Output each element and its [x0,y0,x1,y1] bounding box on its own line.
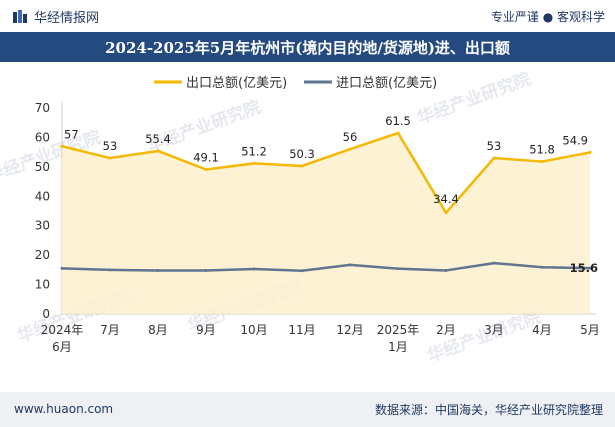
series-point-0 [60,144,64,148]
y-tick-label: 70 [35,101,50,115]
y-tick-label: 50 [35,160,50,174]
series-point-1 [300,269,304,273]
huajing-logo-icon [13,9,27,23]
series-point-0 [156,149,160,153]
data-label: 61.5 [385,114,411,128]
x-tick-label: 7月 [100,323,120,337]
y-tick-label: 30 [35,219,50,233]
x-tick-label: 9月 [196,323,216,337]
brand-name: 华经情报网 [34,11,100,26]
series-point-0 [396,131,400,135]
data-label: 49.1 [193,151,219,165]
data-label: 53 [103,139,118,153]
x-tick-label: 4月 [532,323,552,337]
data-label: 56 [343,130,358,144]
x-tick-label: 11月 [288,323,315,337]
data-label: 53 [487,139,502,153]
series-point-0 [540,160,544,164]
series-point-1 [204,268,208,272]
series-point-0 [444,211,448,215]
brand[interactable]: 华经情报网 [12,7,99,26]
x-tick-label: 8月 [148,323,168,337]
series-point-1 [540,265,544,269]
legend-label-1: 进口总额(亿美元) [336,76,437,91]
top-bar: 华经情报网 专业严谨 ● 客观科学 [0,0,615,32]
series-point-0 [492,156,496,160]
title-bar: 2024-2025年5月年杭州市(境内目的地/货源地)进、出口额 [0,32,615,62]
data-label: 55.4 [145,132,171,146]
series-point-1 [348,263,352,267]
x-tick-label: 3月 [484,323,504,337]
footer-source: 数据来源：中国海关，华经产业研究院整理 [374,403,603,417]
data-label: 57 [64,127,79,141]
data-labels: 57 53 55.4 49.1 51.2 50.3 56 61.5 34.4 53 51.8 54.9… [64,114,598,275]
series-point-1 [156,268,160,272]
x-tick-label: 10月 [240,323,267,337]
y-tick-label: 0 [42,307,50,321]
series-point-1 [252,267,256,271]
x-tick-label: 1月 [388,340,408,354]
chart-canvas: 华经产业研究院华经产业研究院华经产业研究院华经产业研究院华经产业研究院华经产业研… [0,68,600,366]
data-label: 15.6 [570,261,598,275]
series-point-0 [204,168,208,172]
series-point-0 [108,156,112,160]
series-point-1 [588,266,592,270]
data-label: 51.8 [529,143,555,157]
y-tick-label: 60 [35,130,50,144]
series-point-1 [108,268,112,272]
series-point-0 [348,147,352,151]
data-label: 51.2 [241,144,267,158]
series-point-0 [300,164,304,168]
y-tick-label: 10 [35,278,50,292]
data-label: 50.3 [289,147,315,161]
series-point-1 [396,267,400,271]
series-point-1 [492,261,496,265]
data-label: 34.4 [433,192,459,206]
legend-label-0: 出口总额(亿美元) [186,76,287,91]
x-tick-label: 12月 [336,323,363,337]
x-tick-label: 2025年 [377,323,420,337]
series-layer [60,131,592,314]
y-tick-label: 20 [35,248,50,262]
series-point-1 [444,268,448,272]
series-line-1 [61,261,591,272]
chart-title: 2024-2025年5月年杭州市(境内目的地/货源地)进、出口额 [105,39,510,57]
legend: 出口总额(亿美元) 进口总额(亿美元) [154,76,437,91]
series-point-0 [252,161,256,165]
x-tick-label: 2月 [436,323,456,337]
footer-website[interactable]: www.huaon.com [14,402,114,416]
y-tick-label: 40 [35,189,50,203]
series-point-1 [60,266,64,270]
series-point-0 [588,150,592,154]
x-tick-label: 2024年 [41,323,84,337]
slogan: 专业严谨 ● 客观科学 [490,10,605,24]
footer: www.huaon.com 数据来源：中国海关，华经产业研究院整理 [0,392,615,427]
x-tick-label: 5月 [580,323,600,337]
x-tick-label: 6月 [52,340,72,354]
series-line-0 [61,131,591,215]
data-label: 54.9 [562,133,588,147]
